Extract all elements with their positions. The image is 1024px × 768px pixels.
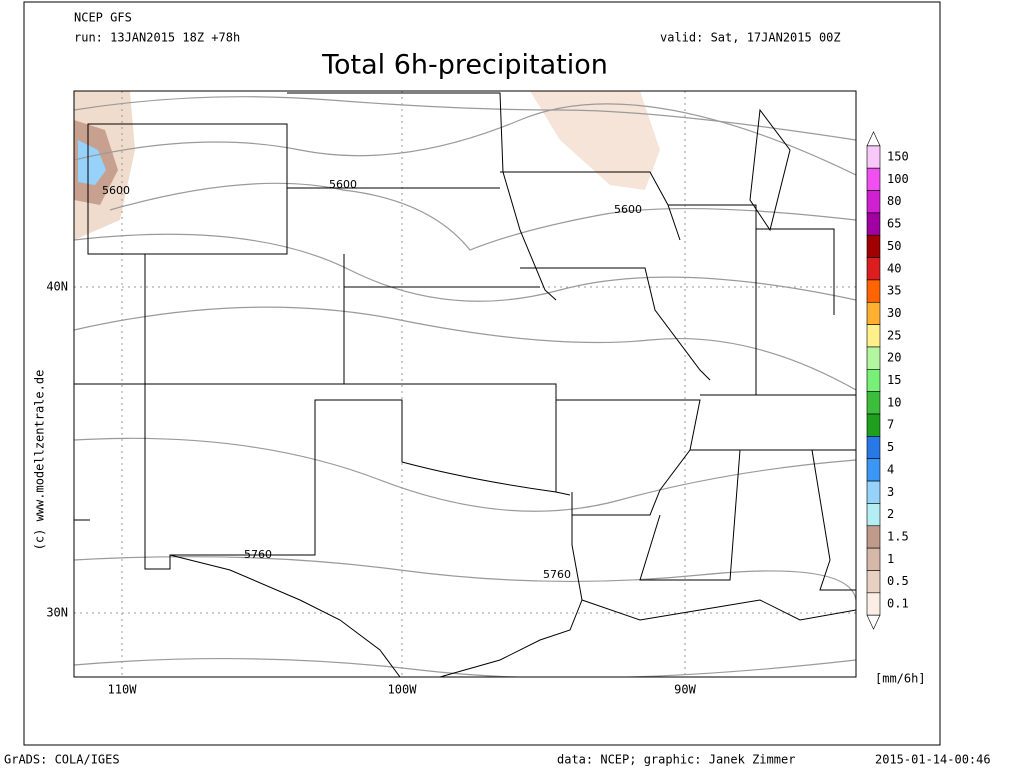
frame [23, 1, 941, 746]
lat-label: 40N [46, 280, 68, 294]
run: run: 13JAN2015 18Z +78h [74, 31, 240, 45]
legend-swatch [866, 391, 881, 415]
legend-swatch [866, 145, 881, 169]
legend-label: 20 [887, 351, 901, 365]
legend-swatch [866, 257, 881, 281]
legend-label: 150 [887, 150, 909, 164]
contour-label: 5600 [329, 178, 357, 191]
legend-label: 30 [887, 306, 901, 320]
legend-swatch [866, 525, 881, 549]
legend-label: 80 [887, 194, 901, 208]
contour-label: 5600 [102, 184, 130, 197]
legend-label: 5 [887, 440, 894, 454]
legend-label: 0.1 [887, 597, 909, 611]
footer-left: GrADS: COLA/IGES [4, 753, 120, 767]
legend-swatch [866, 369, 881, 392]
lat-label: 30N [46, 606, 68, 620]
legend-swatch [866, 167, 881, 191]
lon-label: 110W [108, 683, 138, 697]
legend-label: 4 [887, 462, 894, 476]
legend-label: 3 [887, 485, 894, 499]
legend-label: 40 [887, 261, 901, 275]
legend-arrow [866, 131, 881, 147]
legend-swatch [866, 436, 881, 460]
legend-swatch [866, 346, 881, 370]
legend-label: 35 [887, 284, 901, 298]
map-frame [73, 90, 857, 678]
valid: valid: Sat, 17JAN2015 00Z [660, 31, 841, 45]
legend-swatch [866, 570, 881, 594]
footer-right: 2015-01-14-00:46 [875, 753, 991, 767]
legend-swatch [866, 279, 881, 303]
legend-label: 25 [887, 328, 901, 342]
legend-swatch [866, 592, 881, 616]
contours [74, 96, 856, 677]
contour-label: 5600 [614, 203, 642, 216]
legend-label: 15 [887, 373, 901, 387]
legend-swatch [866, 324, 881, 348]
legend-label: 100 [887, 172, 909, 186]
borders [74, 92, 856, 677]
contour-label: 5760 [244, 548, 272, 561]
legend-label: 50 [887, 239, 901, 253]
legend-swatch [866, 212, 881, 236]
precip-area [78, 140, 106, 185]
legend-label: 1.5 [887, 529, 909, 543]
footer-center: data: NCEP; graphic: Janek Zimmer [557, 753, 795, 767]
legend-swatch [866, 301, 881, 325]
precip-area [530, 91, 660, 190]
contour-label: 5760 [543, 568, 571, 581]
legend-label: 2 [887, 507, 894, 521]
legend-swatch [866, 190, 881, 214]
legend-swatch [866, 458, 881, 482]
model: NCEP GFS [74, 11, 132, 25]
legend-swatch [866, 480, 881, 504]
legend-label: 1 [887, 552, 894, 566]
lon-label: 100W [388, 683, 418, 697]
legend-unit: [mm/6h] [875, 672, 926, 686]
credit: (c) www.modellzentrale.de [33, 370, 47, 551]
legend-label: 0.5 [887, 574, 909, 588]
title: Total 6h-precipitation [321, 50, 608, 81]
legend-swatch [866, 547, 881, 571]
legend-swatch [866, 503, 881, 527]
lon-label: 90W [674, 683, 696, 697]
legend-label: 65 [887, 217, 901, 231]
legend-label: 7 [887, 418, 894, 432]
legend-swatch [866, 234, 881, 258]
legend-label: 10 [887, 395, 901, 409]
legend-swatch [866, 413, 881, 437]
map-area [73, 90, 857, 678]
legend-arrow [866, 614, 881, 630]
